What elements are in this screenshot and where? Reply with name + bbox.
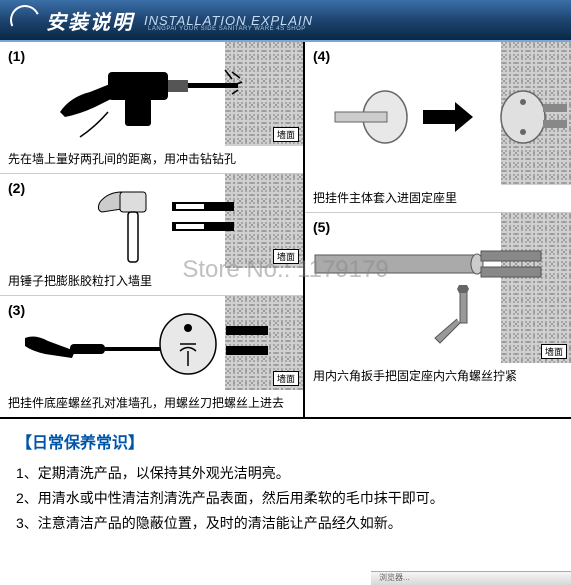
step-4-number: (4) bbox=[313, 48, 330, 64]
maintenance-title: 【日常保养常识】 bbox=[16, 429, 555, 453]
mount-assembly-icon bbox=[305, 42, 569, 185]
header-banner: 安装说明 INSTALLATION EXPLAIN LANGPAI YOUR S… bbox=[0, 0, 571, 42]
maintenance-tip-3: 3、注意清洁产品的隐蔽位置，及时的清洁能让产品经久如新。 bbox=[16, 511, 555, 536]
step-5-number: (5) bbox=[313, 219, 330, 235]
step-2-caption: 用锤子把膨胀胶粒打入墙里 bbox=[0, 268, 303, 295]
logo-arc bbox=[6, 1, 44, 39]
step-4-caption: 把挂件主体套入进固定座里 bbox=[305, 185, 571, 212]
step-2-number: (2) bbox=[8, 180, 25, 196]
drill-icon bbox=[0, 42, 303, 146]
step-3-caption: 把挂件底座螺丝孔对准墙孔，用螺丝刀把螺丝上进去 bbox=[0, 390, 303, 417]
step-3-number: (3) bbox=[8, 302, 25, 318]
step-4: (4) 把挂件主体套入进固定座里 bbox=[305, 42, 571, 213]
screwdriver-icon bbox=[0, 296, 303, 390]
header-subtitle: LANGPAI YOUR SIDE SANITARY WARE 4S SHOP bbox=[148, 26, 306, 32]
browser-status-bar: 浏览器... bbox=[371, 571, 571, 585]
maintenance-tip-1: 1、定期清洗产品，以保持其外观光洁明亮。 bbox=[16, 461, 555, 486]
step-5: (5) 墙面 用内六角扳手把固定座内六角螺丝拧紧 bbox=[305, 213, 571, 390]
hex-key-icon bbox=[305, 213, 569, 363]
step-1: (1) 墙面 先在墙上量好两孔间的距离，用冲击钻钻孔 bbox=[0, 42, 303, 174]
step-3: (3) 墙面 把挂件底座螺丝孔对准墙孔，用螺丝刀把螺丝上进去 bbox=[0, 296, 303, 417]
instruction-grid: (1) 墙面 先在墙上量好两孔间的距离，用冲击钻钻孔 (2) bbox=[0, 42, 571, 419]
step-2: (2) 墙面 用锤子把膨胀胶粒打入墙里 bbox=[0, 174, 303, 296]
step-1-number: (1) bbox=[8, 48, 25, 64]
step-5-caption: 用内六角扳手把固定座内六角螺丝拧紧 bbox=[305, 363, 571, 390]
maintenance-tip-2: 2、用清水或中性清洁剂清洗产品表面，然后用柔软的毛巾抹干即可。 bbox=[16, 486, 555, 511]
step-1-caption: 先在墙上量好两孔间的距离，用冲击钻钻孔 bbox=[0, 146, 303, 173]
header-title-cn: 安装说明 bbox=[46, 6, 134, 35]
maintenance-section: 【日常保养常识】 1、定期清洗产品，以保持其外观光洁明亮。 2、用清水或中性清洁… bbox=[0, 419, 571, 547]
hammer-icon bbox=[0, 174, 303, 268]
